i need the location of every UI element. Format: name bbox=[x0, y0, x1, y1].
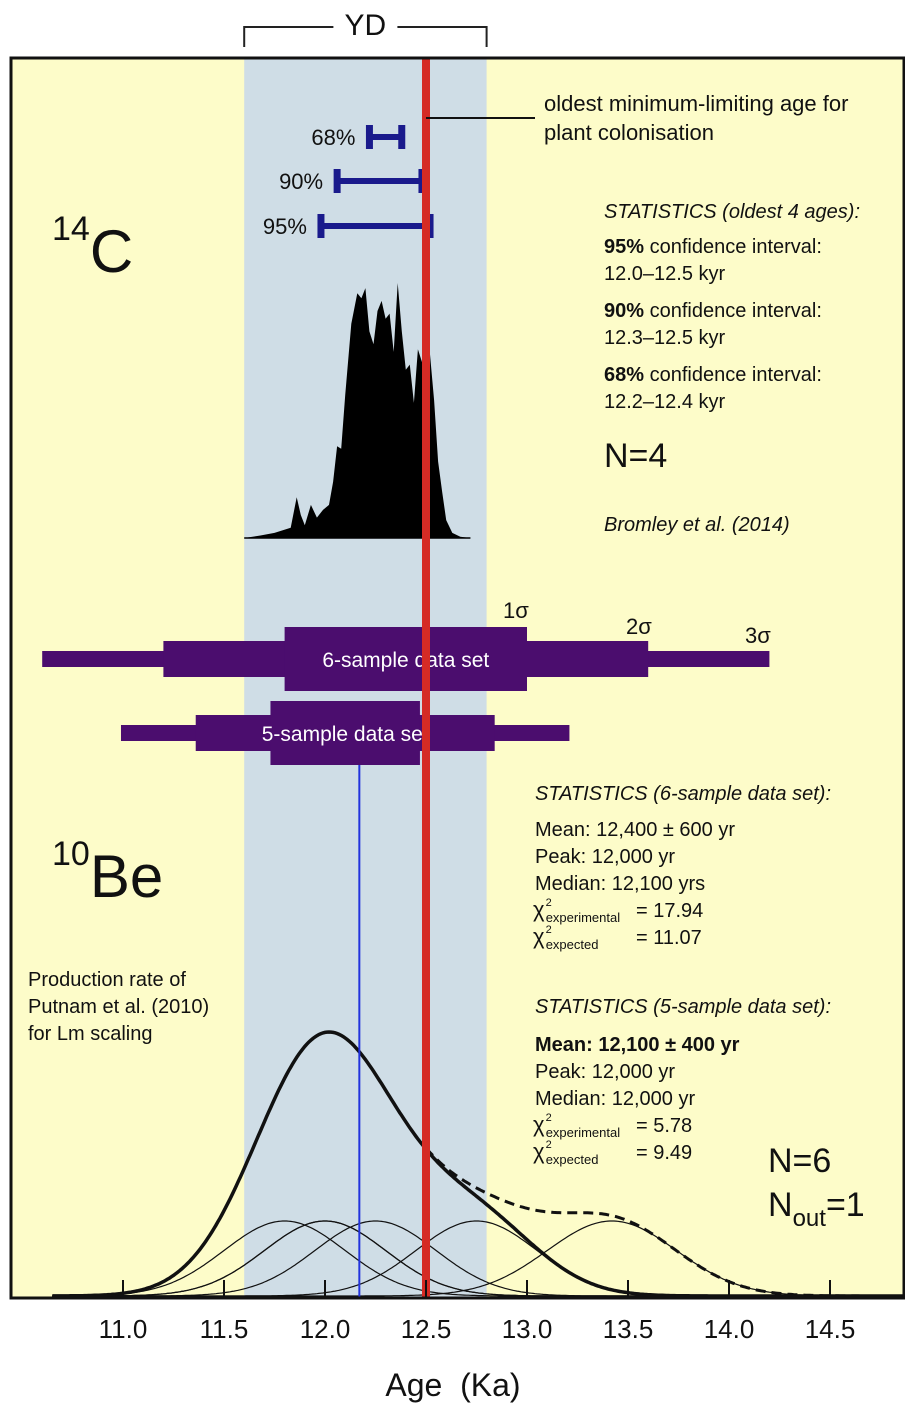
chi-symbol: χ bbox=[533, 924, 545, 949]
c14-bar-label: 90% bbox=[279, 169, 323, 194]
x-tick-label: 13.5 bbox=[603, 1314, 654, 1344]
stats6-chi-expected: χ2 expected bbox=[533, 924, 598, 952]
yd-bracket bbox=[243, 26, 488, 47]
stats5-title: STATISTICS (5-sample data set): bbox=[535, 996, 831, 1018]
chi-sub: experimental bbox=[546, 910, 621, 925]
nout-sub: out bbox=[793, 1205, 827, 1232]
x-tick-label: 11.0 bbox=[99, 1314, 148, 1344]
chi-sub: expected bbox=[546, 1152, 599, 1167]
stats6-median: Median: 12,100 yrs bbox=[535, 873, 705, 895]
plant-colonisation-label-line1: oldest minimum-limiting age for bbox=[544, 91, 848, 116]
be10-probability-curves bbox=[52, 1030, 905, 1298]
stats5-median: Median: 12,000 yr bbox=[535, 1088, 695, 1110]
stats5-chi-expected: χ2 expected bbox=[533, 1139, 598, 1167]
c14-density-area bbox=[244, 283, 471, 538]
sigma-label-3: 3σ bbox=[745, 623, 771, 648]
nout-main: N bbox=[768, 1186, 793, 1224]
stats6-peak: Peak: 12,000 yr bbox=[535, 846, 675, 868]
stats5-chi-experimental: χ2 experimental bbox=[533, 1112, 620, 1140]
yd-label: YD bbox=[345, 9, 387, 42]
c14-nuclide-label: 14C bbox=[52, 210, 133, 285]
c14-stat-95-pct: 95% bbox=[604, 236, 644, 258]
chi-sup: 2 bbox=[546, 924, 552, 936]
be10-nuclide-label: 10Be bbox=[52, 835, 163, 910]
c14-stat-90-value: 12.3–12.5 kyr bbox=[604, 327, 726, 349]
set6-label: 6-sample data set bbox=[322, 649, 489, 672]
x-tick-label: 13.0 bbox=[502, 1314, 553, 1344]
nout-value: =1 bbox=[826, 1186, 865, 1224]
stats5-peak: Peak: 12,000 yr bbox=[535, 1061, 675, 1083]
stats6-chi-expected-value: = 11.07 bbox=[636, 927, 702, 949]
production-note-line2: Putnam et al. (2010) bbox=[28, 996, 209, 1018]
c14-stat-95-label: 95% confidence interval: bbox=[604, 236, 822, 258]
set6-1sigma-bar bbox=[284, 627, 527, 691]
c14-stat-68-label: 68% confidence interval: bbox=[604, 364, 822, 386]
x-tick-label: 14.0 bbox=[704, 1314, 755, 1344]
x-axis: 11.0 11.5 12.0 12.5 13.0 13.5 14.0 14.5 bbox=[99, 1280, 856, 1344]
c14-stat-90-pct: 90% bbox=[604, 300, 644, 322]
plant-colonisation-label-line2: plant colonisation bbox=[544, 120, 714, 145]
plot-frame bbox=[9, 56, 905, 1300]
c14-stat-68-value: 12.2–12.4 kyr bbox=[604, 391, 726, 413]
chi-sub: expected bbox=[546, 937, 599, 952]
be10-n-label: N=6 bbox=[768, 1142, 831, 1180]
sigma-label-2: 2σ bbox=[626, 614, 652, 639]
chi-sup: 2 bbox=[546, 1139, 552, 1151]
x-tick-label: 14.5 bbox=[805, 1314, 856, 1344]
stats6-title: STATISTICS (6-sample data set): bbox=[535, 783, 831, 805]
x-tick-label: 12.5 bbox=[401, 1314, 452, 1344]
be10-superscript: 10 bbox=[52, 835, 90, 873]
c14-stat-68-text: confidence interval: bbox=[644, 364, 822, 386]
summed-curve-5-sample bbox=[52, 1030, 905, 1298]
c14-confidence-bars: 68% 90% 95% bbox=[263, 125, 434, 239]
chi-sup: 2 bbox=[546, 1112, 552, 1124]
be10-nout-label: Nout=1 bbox=[768, 1186, 865, 1232]
chi-sup: 2 bbox=[546, 897, 552, 909]
production-note-line1: Production rate of bbox=[28, 969, 186, 991]
c14-n-label: N=4 bbox=[604, 437, 667, 475]
c14-stats-title: STATISTICS (oldest 4 ages): bbox=[604, 201, 860, 223]
c14-stat-95-text: confidence interval: bbox=[644, 236, 822, 258]
x-tick-label: 12.0 bbox=[300, 1314, 351, 1344]
chi-symbol: χ bbox=[533, 1139, 545, 1164]
c14-stat-90-label: 90% confidence interval: bbox=[604, 300, 822, 322]
be10-symbol: Be bbox=[90, 843, 163, 910]
c14-stat-68-pct: 68% bbox=[604, 364, 644, 386]
c14-bar-label: 95% bbox=[263, 214, 307, 239]
be10-uncertainty-bars: 6-sample data set 5-sample data set bbox=[42, 627, 770, 765]
c14-citation: Bromley et al. (2014) bbox=[604, 514, 790, 536]
x-axis-title: Age (Ka) bbox=[385, 1367, 520, 1403]
set5-label: 5-sample data set bbox=[262, 723, 429, 746]
stats6-mean: Mean: 12,400 ± 600 yr bbox=[535, 819, 735, 841]
c14-stat-95-value: 12.0–12.5 kyr bbox=[604, 263, 726, 285]
sigma-label-1: 1σ bbox=[503, 598, 529, 623]
stats6-chi-experimental-value: = 17.94 bbox=[636, 900, 703, 922]
stats5-chi-expected-value: = 9.49 bbox=[636, 1142, 692, 1164]
chi-sub: experimental bbox=[546, 1125, 621, 1140]
x-tick-label: 11.5 bbox=[200, 1314, 249, 1344]
stats6-chi-experimental: χ2 experimental bbox=[533, 897, 620, 925]
c14-superscript: 14 bbox=[52, 210, 90, 248]
chi-symbol: χ bbox=[533, 1112, 545, 1137]
set5-1sigma-bar bbox=[270, 701, 420, 765]
production-note-line3: for Lm scaling bbox=[28, 1023, 153, 1045]
c14-symbol: C bbox=[90, 218, 133, 285]
stats5-chi-experimental-value: = 5.78 bbox=[636, 1115, 692, 1137]
chi-symbol: χ bbox=[533, 897, 545, 922]
c14-probability-density bbox=[244, 283, 471, 539]
c14-stat-90-text: confidence interval: bbox=[644, 300, 822, 322]
stats5-mean: Mean: 12,100 ± 400 yr bbox=[535, 1034, 740, 1056]
c14-bar-label: 68% bbox=[311, 125, 355, 150]
